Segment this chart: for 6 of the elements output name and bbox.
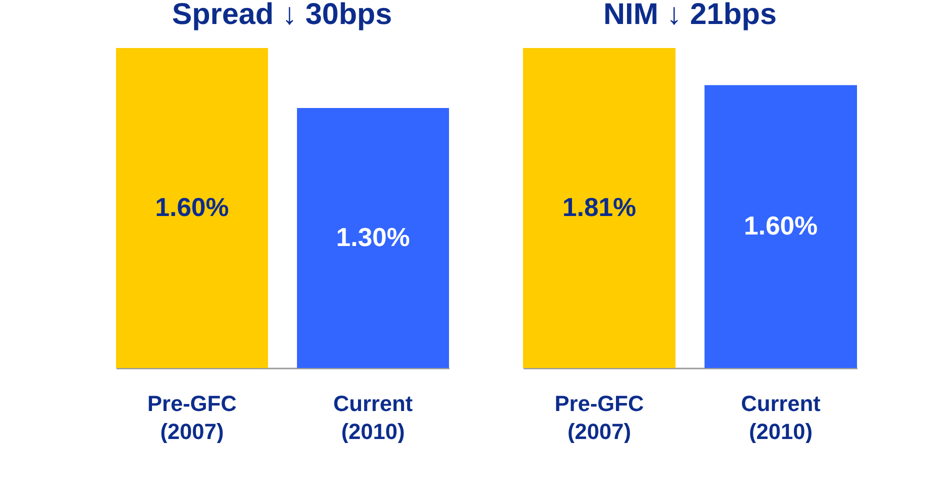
data-label: 1.30% (336, 222, 410, 252)
chart-title: Spread ↓ 30bps (172, 0, 392, 31)
data-label: 1.60% (155, 192, 229, 222)
data-label: 1.81% (562, 192, 636, 222)
data-label: 1.60% (744, 210, 818, 241)
chart-title: NIM ↓ 21bps (603, 0, 777, 31)
